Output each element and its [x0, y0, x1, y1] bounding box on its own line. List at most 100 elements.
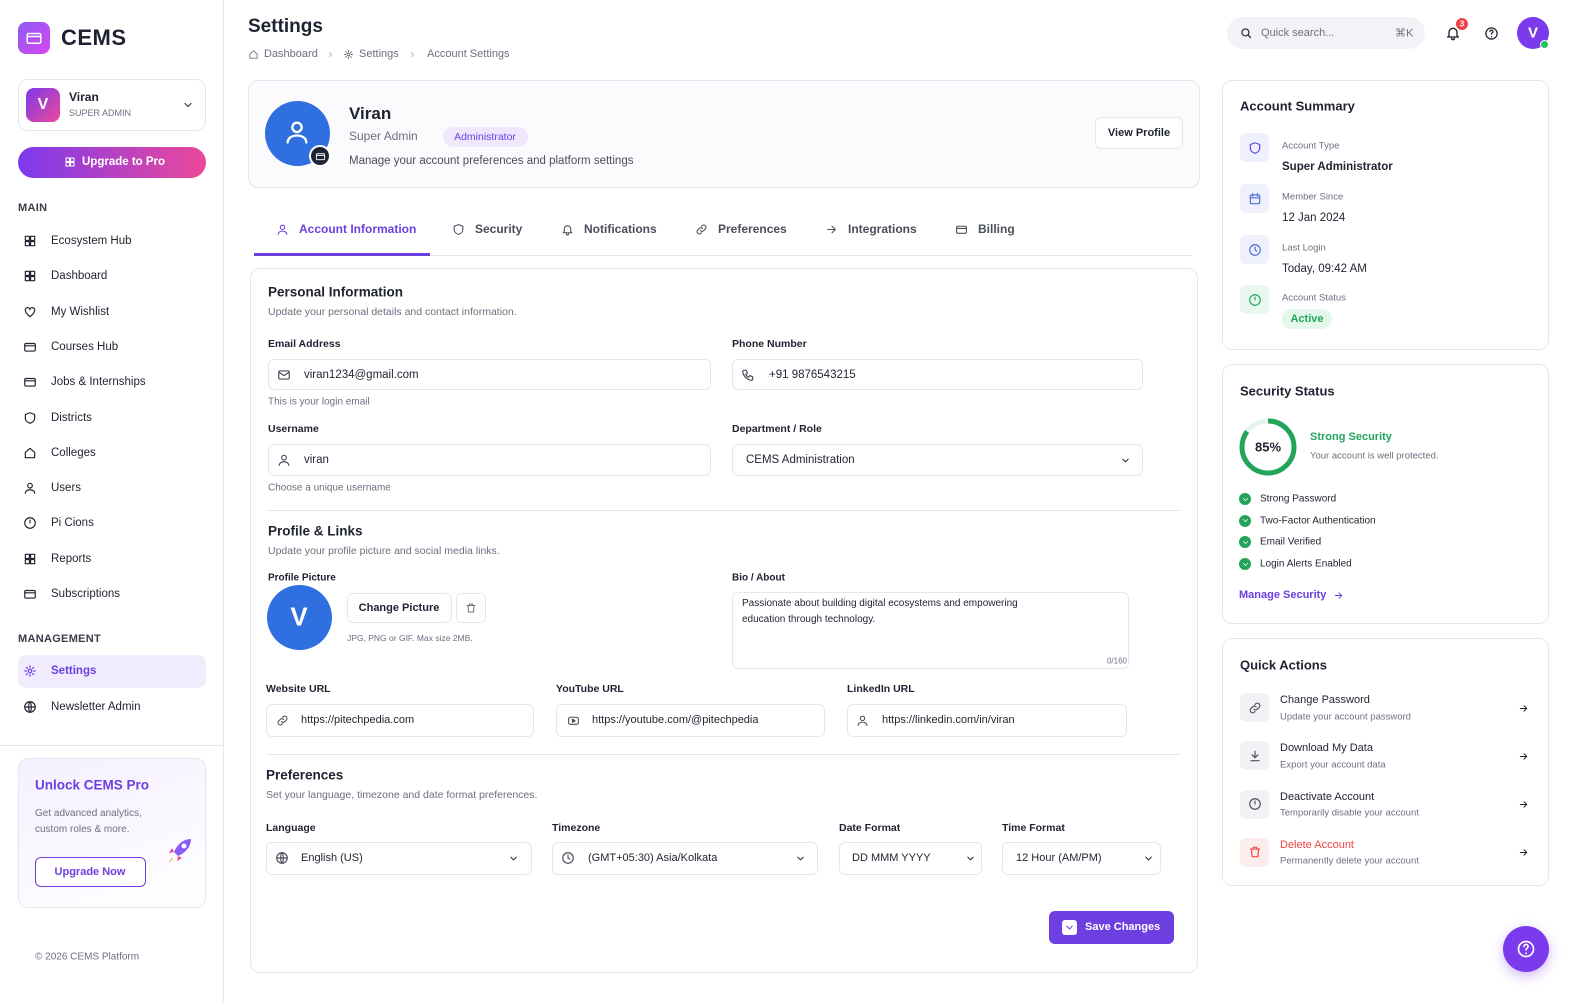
nav-label: Settings: [51, 665, 97, 677]
security-score: 85%: [1254, 439, 1282, 455]
icon: [24, 589, 36, 599]
nav-item[interactable]: [18, 296, 206, 329]
nav-item[interactable]: [18, 543, 206, 576]
icon: [24, 553, 36, 564]
icon: [1249, 847, 1260, 858]
select[interactable]: [839, 842, 982, 875]
nav-label: Ecosystem Hub: [51, 235, 132, 247]
security-check: Login Alerts Enabled: [1260, 558, 1352, 570]
user-card[interactable]: [18, 79, 206, 131]
icon: [24, 517, 36, 530]
nav-label: My Wishlist: [51, 305, 110, 318]
nav-item[interactable]: [18, 472, 206, 505]
icon: [248, 49, 258, 59]
manage-security-label: Manage Security: [1239, 589, 1327, 601]
nav-label: Dashboard: [51, 270, 108, 283]
summary-icon-bg: [1240, 133, 1269, 162]
section-subtitle: Update your personal details and contact…: [268, 306, 517, 318]
field-label: Department / Role: [732, 423, 822, 435]
user-role: SUPER ADMIN: [69, 108, 132, 118]
change-picture-button[interactable]: [347, 593, 452, 623]
icon: [24, 271, 36, 282]
nav-section-heading: MAIN: [18, 202, 48, 214]
upgrade-button[interactable]: [18, 147, 206, 178]
icon: [277, 224, 287, 235]
action-title: Download My Data: [1280, 742, 1373, 755]
text-input[interactable]: [268, 444, 711, 476]
check-mark: [1242, 519, 1248, 523]
search-box[interactable]: [1227, 17, 1425, 49]
nav-item[interactable]: [18, 402, 206, 435]
select[interactable]: [732, 444, 1143, 476]
icon: [1519, 753, 1527, 760]
nav-active-bg: [18, 655, 206, 688]
status-badge: [1282, 309, 1332, 329]
promo-button[interactable]: [35, 857, 146, 887]
user-menu-chevron: [184, 103, 192, 107]
remove-picture-button[interactable]: [456, 593, 486, 623]
check-dot: [1239, 558, 1251, 571]
action-subtitle: Permanently delete your account: [1280, 855, 1419, 867]
nav-item[interactable]: [18, 437, 206, 470]
promo-button-label: Upgrade Now: [54, 866, 126, 878]
select[interactable]: [1002, 842, 1161, 875]
ring-progress: [1239, 418, 1297, 476]
save-check: [1066, 925, 1073, 930]
icon: [1248, 293, 1261, 306]
url-input[interactable]: [266, 704, 534, 737]
nav-label: Subscriptions: [51, 588, 121, 600]
bio-textarea[interactable]: [732, 592, 1129, 669]
icon: [315, 152, 325, 160]
quick-action[interactable]: [1232, 734, 1540, 776]
breadcrumb-item: Dashboard: [264, 48, 318, 60]
security-check: Two-Factor Authentication: [1260, 515, 1376, 527]
user-initial: V: [37, 96, 49, 113]
icon: [1241, 28, 1252, 39]
nav-item[interactable]: [18, 655, 206, 688]
nav-item[interactable]: [18, 260, 206, 293]
text-input[interactable]: [268, 359, 711, 390]
tab-label: Billing: [978, 222, 1015, 236]
text-input[interactable]: [732, 359, 1143, 390]
icon: [24, 411, 36, 424]
nav-label: Districts: [51, 411, 92, 424]
icon: [562, 224, 572, 235]
icon: [742, 369, 754, 381]
field-value: (GMT+05:30) Asia/Kolkata: [588, 852, 718, 864]
icon: [1248, 243, 1261, 256]
field-value: viran1234@gmail.com: [304, 368, 419, 381]
icon: [276, 852, 288, 864]
field-label: Time Format: [1002, 822, 1065, 834]
field-value: 12 Hour (AM/PM): [1016, 852, 1102, 864]
security-check: Email Verified: [1260, 536, 1322, 548]
role-badge: [443, 127, 528, 147]
icon: [277, 715, 287, 725]
field-label: Date Format: [839, 822, 901, 834]
url-input[interactable]: [847, 704, 1127, 737]
url-input[interactable]: [556, 704, 825, 737]
summary-value: Today, 09:42 AM: [1282, 263, 1367, 275]
upgrade-label: Upgrade to Pro: [82, 156, 166, 168]
view-profile-button[interactable]: [1095, 117, 1183, 149]
security-ring: [1239, 418, 1297, 476]
profile-role: Super Admin: [349, 129, 418, 143]
picture-avatar: [267, 585, 332, 650]
summary-icon-bg: [1240, 184, 1269, 213]
nav-section-heading: MANAGEMENT: [18, 633, 102, 645]
camera-button[interactable]: [309, 145, 331, 167]
icon: [278, 454, 290, 466]
search-shortcut: ⌘K: [1395, 27, 1414, 40]
field-value: DD MMM YYYY: [852, 852, 931, 864]
security-message: Your account is well protected.: [1310, 450, 1439, 462]
action-icon-bg: [1240, 693, 1269, 722]
icon: [1519, 801, 1527, 808]
select[interactable]: [266, 842, 532, 875]
sidebar-separator: [0, 745, 223, 746]
icon: [1519, 704, 1527, 712]
select[interactable]: [552, 842, 818, 875]
nav-item[interactable]: [18, 507, 206, 540]
icon: [1144, 856, 1152, 860]
icon: [1249, 192, 1260, 204]
bio-counter: 0/160: [1106, 656, 1127, 666]
icon: [24, 701, 36, 713]
